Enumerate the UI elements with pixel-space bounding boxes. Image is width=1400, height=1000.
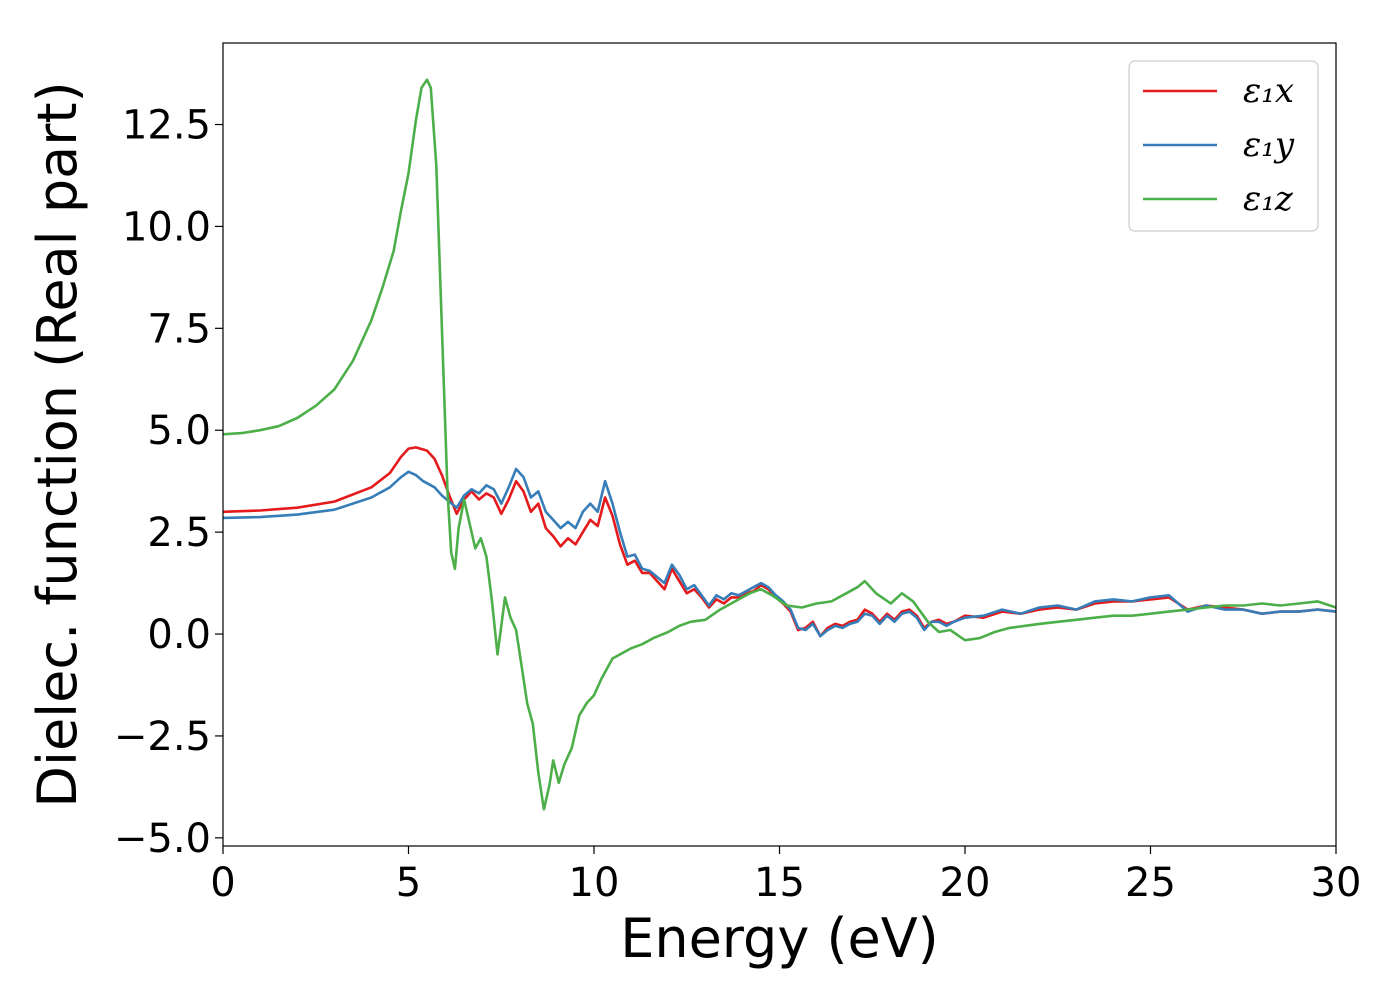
- y-tick-label: 7.5: [147, 306, 211, 352]
- legend-label: ε₁y: [1243, 125, 1295, 165]
- series-line-3: [223, 78, 1336, 811]
- x-tick-label: 5: [396, 860, 421, 906]
- y-tick-label: 2.5: [147, 510, 211, 556]
- x-tick-label: 20: [940, 860, 991, 906]
- y-tick-label: 5.0: [147, 408, 211, 454]
- x-tick-label: 30: [1311, 860, 1362, 906]
- series-line-1: [223, 446, 1336, 638]
- y-tick-label: 10.0: [122, 204, 211, 250]
- series-line-2: [223, 467, 1336, 638]
- y-axis: −5.0 −2.5 0.0 2.5 5.0 7.5 10.0 12.5: [114, 103, 223, 862]
- y-tick-label: −2.5: [114, 714, 211, 760]
- legend-box: [1128, 60, 1319, 232]
- y-axis-title: Dielec. function (Real part): [26, 81, 89, 807]
- legend-label: ε₁z: [1243, 179, 1294, 219]
- y-tick-label: 12.5: [122, 103, 211, 149]
- x-axis: 0 5 10 15 20 25 30: [210, 846, 1361, 906]
- y-tick-label: 0.0: [147, 612, 211, 658]
- x-tick-label: 15: [754, 860, 805, 906]
- y-tick-label: −5.0: [114, 816, 211, 862]
- x-tick-label: 25: [1125, 860, 1176, 906]
- legend: ε₁x ε₁y ε₁z: [1128, 60, 1319, 232]
- legend-label: ε₁x: [1243, 71, 1294, 111]
- x-axis-title: Energy (eV): [620, 907, 939, 970]
- x-tick-label: 0: [210, 860, 235, 906]
- x-tick-label: 10: [569, 860, 620, 906]
- series-layer: [223, 78, 1336, 811]
